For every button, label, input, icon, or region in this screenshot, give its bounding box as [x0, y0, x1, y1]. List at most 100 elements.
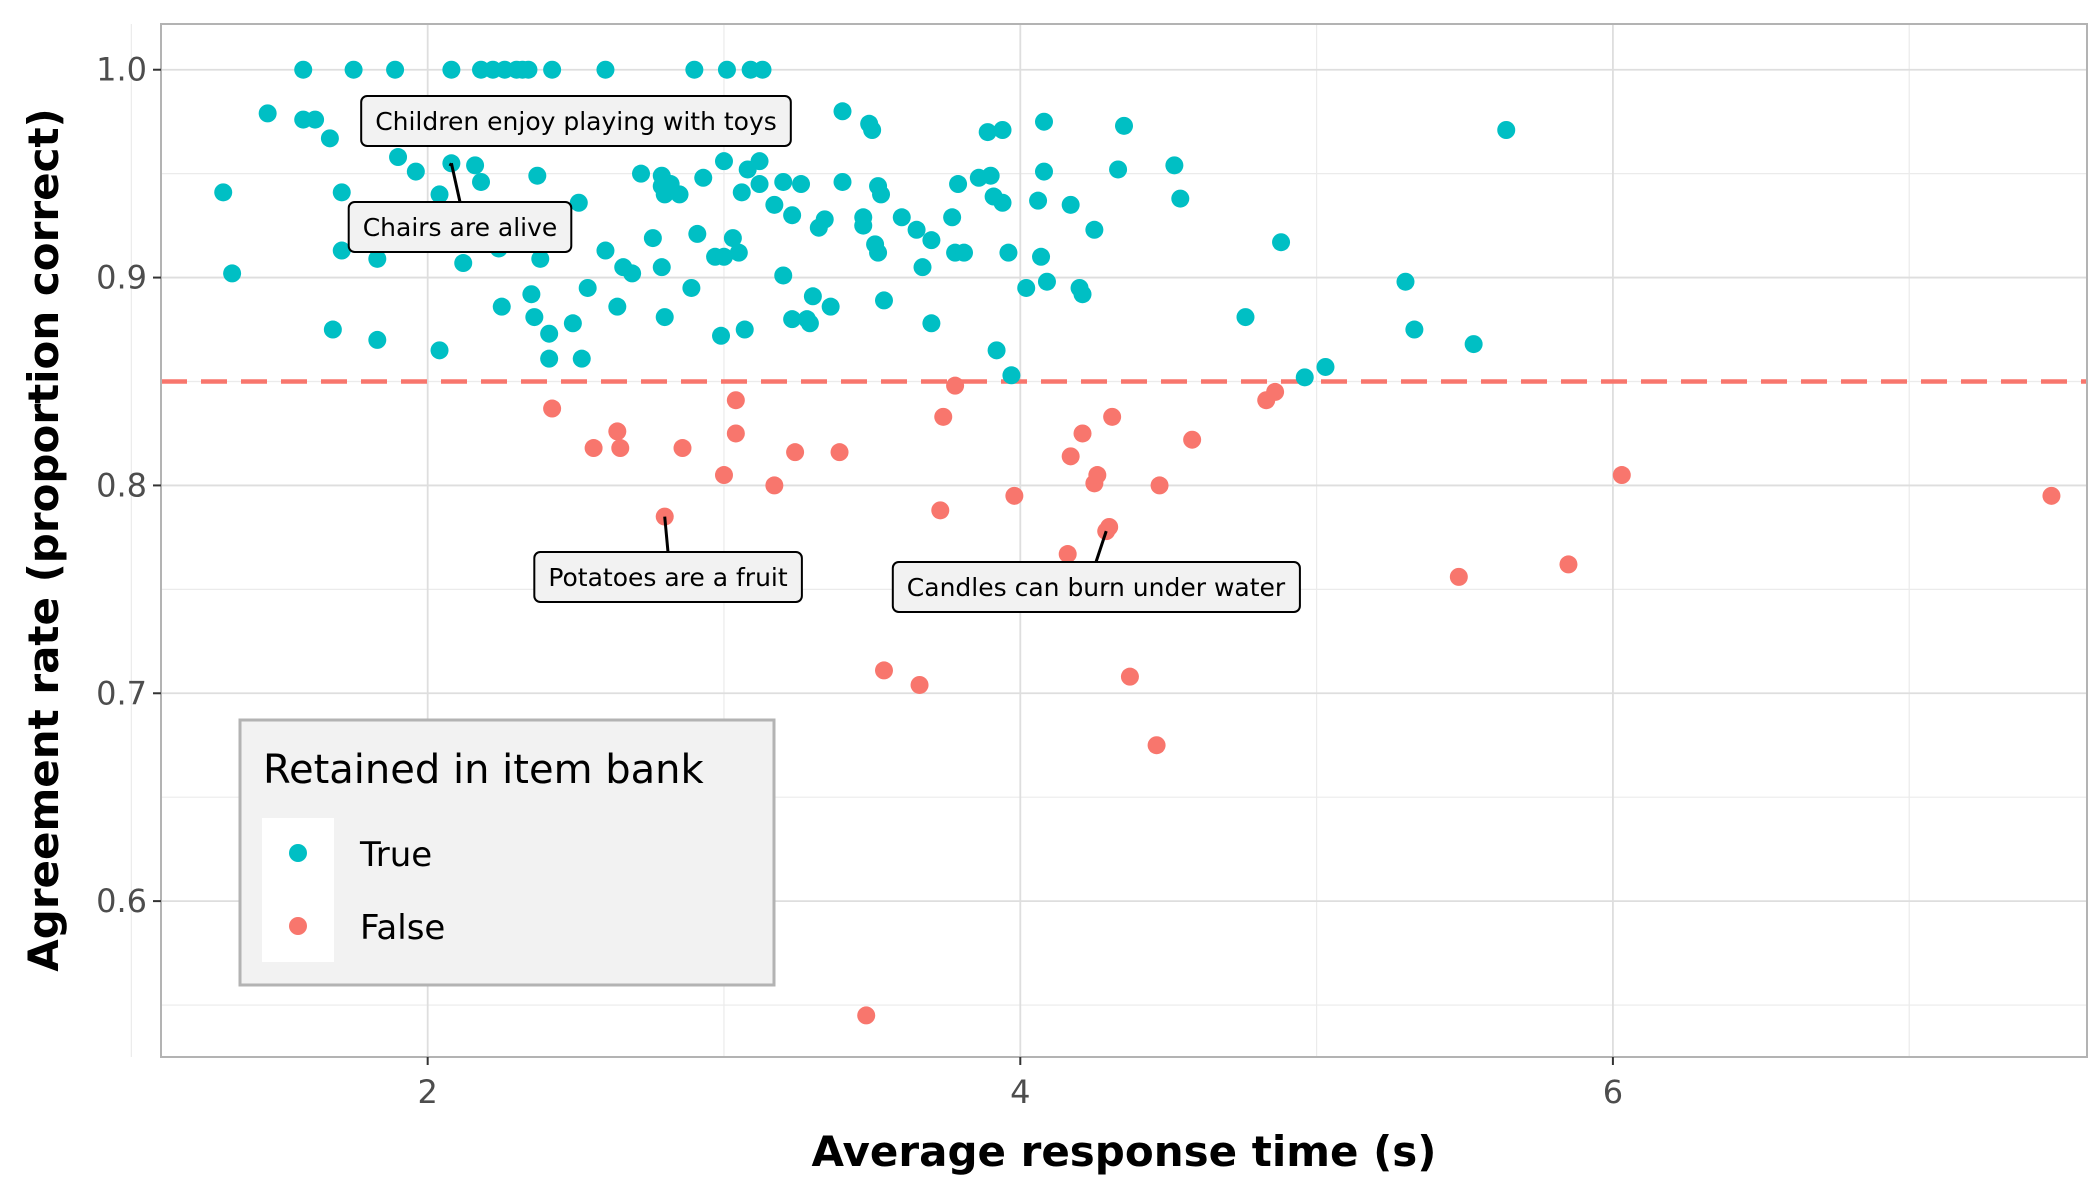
data-point-true	[430, 185, 449, 204]
data-point-true	[993, 193, 1012, 212]
legend-label-false: False	[360, 908, 445, 948]
data-point-false	[611, 439, 630, 458]
data-point-true	[1017, 278, 1036, 297]
annotation-text: Potatoes are a fruit	[548, 563, 788, 592]
data-point-true	[792, 175, 811, 194]
data-point-false	[726, 424, 745, 443]
data-point-true	[800, 314, 819, 333]
data-point-true	[685, 60, 704, 79]
data-point-true	[632, 164, 651, 183]
data-point-true	[872, 185, 891, 204]
annotation-leader	[663, 516, 670, 553]
data-point-true	[223, 264, 242, 283]
data-point-true	[854, 216, 873, 235]
data-point-true	[907, 220, 926, 239]
data-point-true	[750, 175, 769, 194]
annotation-label: Potatoes are a fruit	[533, 551, 803, 603]
data-point-true	[528, 166, 547, 185]
annotation-leader	[449, 162, 462, 203]
data-point-true	[729, 243, 748, 262]
data-point-true	[569, 193, 588, 212]
data-point-true	[525, 308, 544, 327]
data-point-true	[454, 254, 473, 273]
annotation-leader	[1094, 530, 1108, 563]
data-point-false	[1150, 476, 1169, 495]
data-point-true	[717, 60, 736, 79]
data-point-true	[750, 152, 769, 171]
data-point-true	[472, 172, 491, 191]
data-point-true	[258, 104, 277, 123]
legend: Retained in item bank True False	[238, 718, 776, 987]
data-point-true	[688, 224, 707, 243]
data-point-true	[723, 229, 742, 248]
data-point-true	[714, 152, 733, 171]
data-point-true	[954, 243, 973, 262]
data-point-true	[1034, 112, 1053, 131]
data-point-true	[735, 320, 754, 339]
legend-key-true	[289, 844, 307, 862]
data-point-false	[931, 501, 950, 520]
data-point-true	[1272, 233, 1291, 252]
data-point-false	[1088, 466, 1107, 485]
y-tick-label: 0.9	[96, 259, 147, 297]
data-point-true	[803, 287, 822, 306]
data-point-true	[913, 258, 932, 277]
data-point-true	[981, 166, 1000, 185]
data-point-true	[815, 210, 834, 229]
data-point-false	[934, 407, 953, 426]
data-point-true	[1464, 335, 1483, 354]
data-point-false	[1147, 736, 1166, 755]
data-point-true	[1061, 195, 1080, 214]
data-point-true	[540, 349, 559, 368]
data-point-true	[1396, 272, 1415, 291]
data-point-true	[833, 172, 852, 191]
data-point-true	[522, 285, 541, 304]
data-point-true	[563, 314, 582, 333]
data-point-true	[332, 241, 351, 260]
annotation-box	[360, 95, 792, 147]
data-point-false	[1266, 382, 1285, 401]
data-point-true	[821, 297, 840, 316]
annotation-label: Children enjoy playing with toys	[360, 95, 792, 147]
data-point-false	[1559, 555, 1578, 574]
legend-label-true: True	[359, 835, 432, 875]
data-point-true	[1002, 366, 1021, 385]
data-point-true	[655, 308, 674, 327]
data-point-false	[584, 439, 603, 458]
data-point-true	[596, 60, 615, 79]
data-point-false	[608, 422, 627, 441]
annotation-text: Candles can burn under water	[907, 573, 1286, 602]
data-point-true	[1029, 191, 1048, 210]
data-point-true	[1236, 308, 1255, 327]
data-point-true	[993, 121, 1012, 140]
data-point-true	[753, 60, 772, 79]
data-point-true	[999, 243, 1018, 262]
data-point-true	[774, 172, 793, 191]
y-axis-ticks: 0.6 0.7 0.8 0.9 1.0	[96, 51, 161, 920]
x-axis-title: Average response time (s)	[812, 1127, 1437, 1176]
data-point-true	[492, 297, 511, 316]
data-point-true	[682, 278, 701, 297]
data-point-true	[1405, 320, 1424, 339]
y-tick-label: 0.6	[96, 882, 147, 920]
data-point-true	[572, 349, 591, 368]
data-point-true	[1115, 116, 1133, 135]
data-point-true	[714, 247, 733, 266]
data-point-false	[1100, 517, 1119, 536]
data-point-true	[892, 208, 911, 227]
data-point-true	[643, 229, 662, 248]
data-point-true	[608, 297, 627, 316]
x-tick-label: 4	[1010, 1073, 1030, 1111]
data-point-true	[1032, 247, 1051, 266]
data-point-true	[1316, 357, 1335, 376]
points-layer	[214, 60, 2061, 1025]
data-point-true	[531, 249, 550, 268]
y-tick-label: 0.8	[96, 466, 147, 504]
data-point-true	[368, 330, 387, 349]
data-point-true	[306, 110, 325, 129]
annotation-box	[533, 551, 803, 603]
annotation-text: Chairs are alive	[363, 213, 558, 242]
data-point-false	[1183, 430, 1202, 449]
data-point-true	[712, 326, 731, 345]
